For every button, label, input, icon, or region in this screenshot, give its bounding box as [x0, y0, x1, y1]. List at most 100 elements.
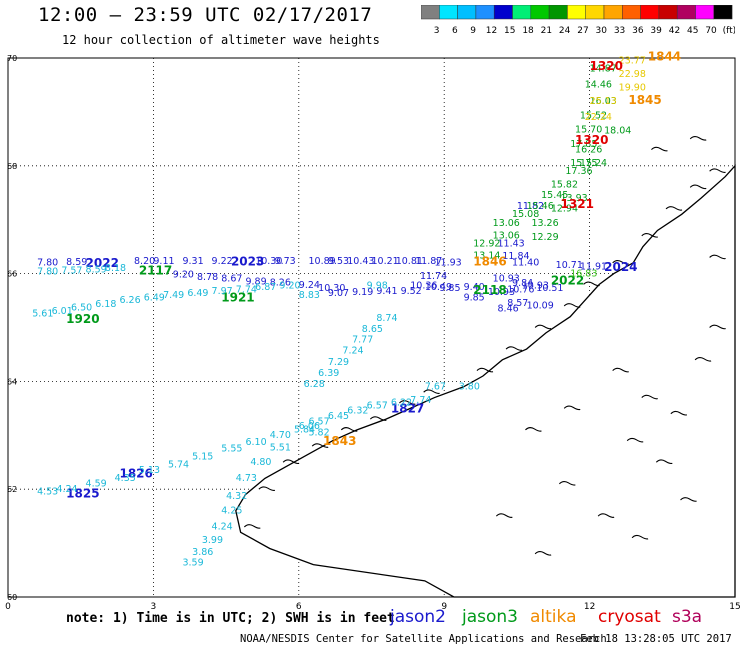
- wave-height-label: 9.89: [245, 276, 266, 287]
- coast-fragment: [689, 136, 707, 141]
- coast-fragment: [612, 260, 629, 265]
- wave-height-label: 9.20: [173, 269, 194, 280]
- coast-fragment: [612, 367, 629, 373]
- wave-height-label: 8.18: [105, 263, 126, 274]
- wave-height-label: 16.03: [590, 96, 617, 107]
- wave-height-label: 13.93: [561, 193, 588, 204]
- wave-height-label: 9.73: [275, 256, 296, 267]
- y-tick-label: 66: [7, 270, 17, 279]
- wave-height-label: 16.83: [570, 268, 597, 279]
- wave-height-label: 9.53: [328, 256, 349, 267]
- wave-height-label: 16.26: [575, 144, 602, 155]
- wave-height-label: 9.11: [153, 256, 174, 267]
- wave-height-label: 10.49: [425, 282, 452, 293]
- footnote: note: 1) Time is in UTC; 2) SWH is in fe…: [66, 611, 395, 626]
- colorbar-tick: 6: [452, 26, 458, 36]
- wave-height-label: 3.86: [192, 547, 213, 558]
- wave-height-label: 10.43: [347, 256, 374, 267]
- wave-height-label: 5.74: [168, 460, 189, 471]
- coast-fragment: [597, 513, 615, 518]
- wave-height-label: 10.21: [372, 256, 399, 267]
- colorbar-tick: 18: [522, 26, 534, 36]
- pass-time-label: 2024: [604, 260, 637, 274]
- wave-height-label: 9.22: [212, 256, 233, 267]
- wave-height-label: 9.20: [279, 281, 300, 292]
- wave-height-label: 6.87: [255, 282, 276, 293]
- legend-altika: altika: [530, 607, 577, 627]
- wave-height-label: 8.59: [66, 257, 87, 268]
- wave-height-label: 7.74: [410, 395, 431, 406]
- colorbar-tick: 12: [486, 26, 497, 36]
- wave-height-label: 19.90: [619, 82, 646, 93]
- colorbar-tick: 27: [577, 26, 588, 36]
- wave-height-label: 7.57: [61, 266, 82, 277]
- colorbar-tick: 24: [559, 26, 571, 36]
- wave-height-label: 6.22: [391, 398, 412, 409]
- wave-height-label: 10.71: [556, 260, 583, 271]
- wave-height-label: 25.13: [590, 96, 617, 107]
- wave-height-label: 11.87: [415, 256, 442, 267]
- coast-fragment: [505, 346, 523, 351]
- coast-fragment: [258, 486, 276, 491]
- y-tick-label: 64: [7, 377, 17, 386]
- chart-title: 12:00 — 23:59 UTC 02/17/2017: [38, 4, 373, 26]
- coast-fragment: [534, 324, 552, 330]
- coast-fragment: [243, 524, 261, 529]
- wave-height-label: 13.14: [473, 251, 500, 262]
- x-tick-label: 3: [151, 602, 157, 612]
- coast-fragment: [709, 324, 726, 330]
- wave-height-label: 10.51: [536, 283, 563, 294]
- coast-fragment: [689, 184, 707, 190]
- wave-height-label: 6.32: [347, 406, 368, 417]
- wave-height-label: 5.13: [139, 465, 160, 476]
- wave-height-label: 10.76: [507, 284, 534, 295]
- coast-fragment: [709, 254, 726, 260]
- legend-cryosat: cryosat: [598, 607, 661, 627]
- wave-height-label: 6.06: [299, 421, 320, 432]
- wave-height-label: 8.83: [299, 290, 320, 301]
- x-tick-label: 15: [729, 602, 740, 612]
- coast-fragment: [282, 459, 300, 465]
- pass-time-label: 1846: [473, 255, 506, 269]
- wave-height-label: 4.80: [250, 457, 271, 468]
- wave-height-label: 15.24: [580, 158, 607, 169]
- wave-height-label: 13.06: [493, 231, 520, 242]
- wave-height-label: 9.85: [439, 283, 460, 294]
- wave-height-label: 10.93: [488, 287, 515, 298]
- wave-height-label: 5.55: [221, 443, 242, 454]
- wave-height-label: 8.57: [507, 298, 528, 309]
- wave-height-label: 6.50: [71, 302, 92, 313]
- coast-fragment: [651, 146, 668, 152]
- coast-fragment: [423, 389, 440, 394]
- wave-height-label: 3.99: [202, 535, 223, 546]
- legend-s3a: s3a: [672, 607, 703, 627]
- x-tick-label: 6: [296, 602, 302, 612]
- wave-height-label: 7.24: [342, 345, 363, 356]
- pass-time-label: 1320: [590, 59, 623, 73]
- wave-height-label: 15.70: [575, 124, 602, 135]
- wave-height-label: 8.20: [134, 256, 155, 267]
- wave-height-label: 6.28: [304, 379, 325, 390]
- wave-height-label: 5.51: [270, 442, 291, 453]
- colorbar-tick: (ft): [723, 26, 735, 36]
- wave-height-label: 15.45: [541, 190, 568, 201]
- wave-height-label: 15.08: [512, 209, 539, 220]
- legend-jason2: jason2: [390, 607, 446, 627]
- coast-fragment: [558, 480, 576, 486]
- wave-height-label: 9.52: [401, 286, 422, 297]
- coast-fragment: [476, 367, 494, 373]
- wave-height-label: 5.82: [308, 427, 329, 438]
- wave-height-label: 13.26: [531, 218, 558, 229]
- wave-height-label: 8.59: [86, 265, 107, 276]
- coast-fragment: [525, 427, 542, 432]
- wave-height-label: 11.43: [498, 239, 525, 250]
- coast-fragment: [340, 427, 358, 432]
- wave-height-label: 7.49: [163, 290, 184, 301]
- colorbar-tick: 36: [632, 26, 644, 36]
- wave-height-label: 3.80: [459, 381, 480, 392]
- wave-height-label: 9.40: [464, 282, 485, 293]
- wave-height-label: 9.84: [512, 278, 533, 289]
- wave-height-label: 10.93: [493, 274, 520, 285]
- pass-time-label: 1843: [323, 434, 356, 448]
